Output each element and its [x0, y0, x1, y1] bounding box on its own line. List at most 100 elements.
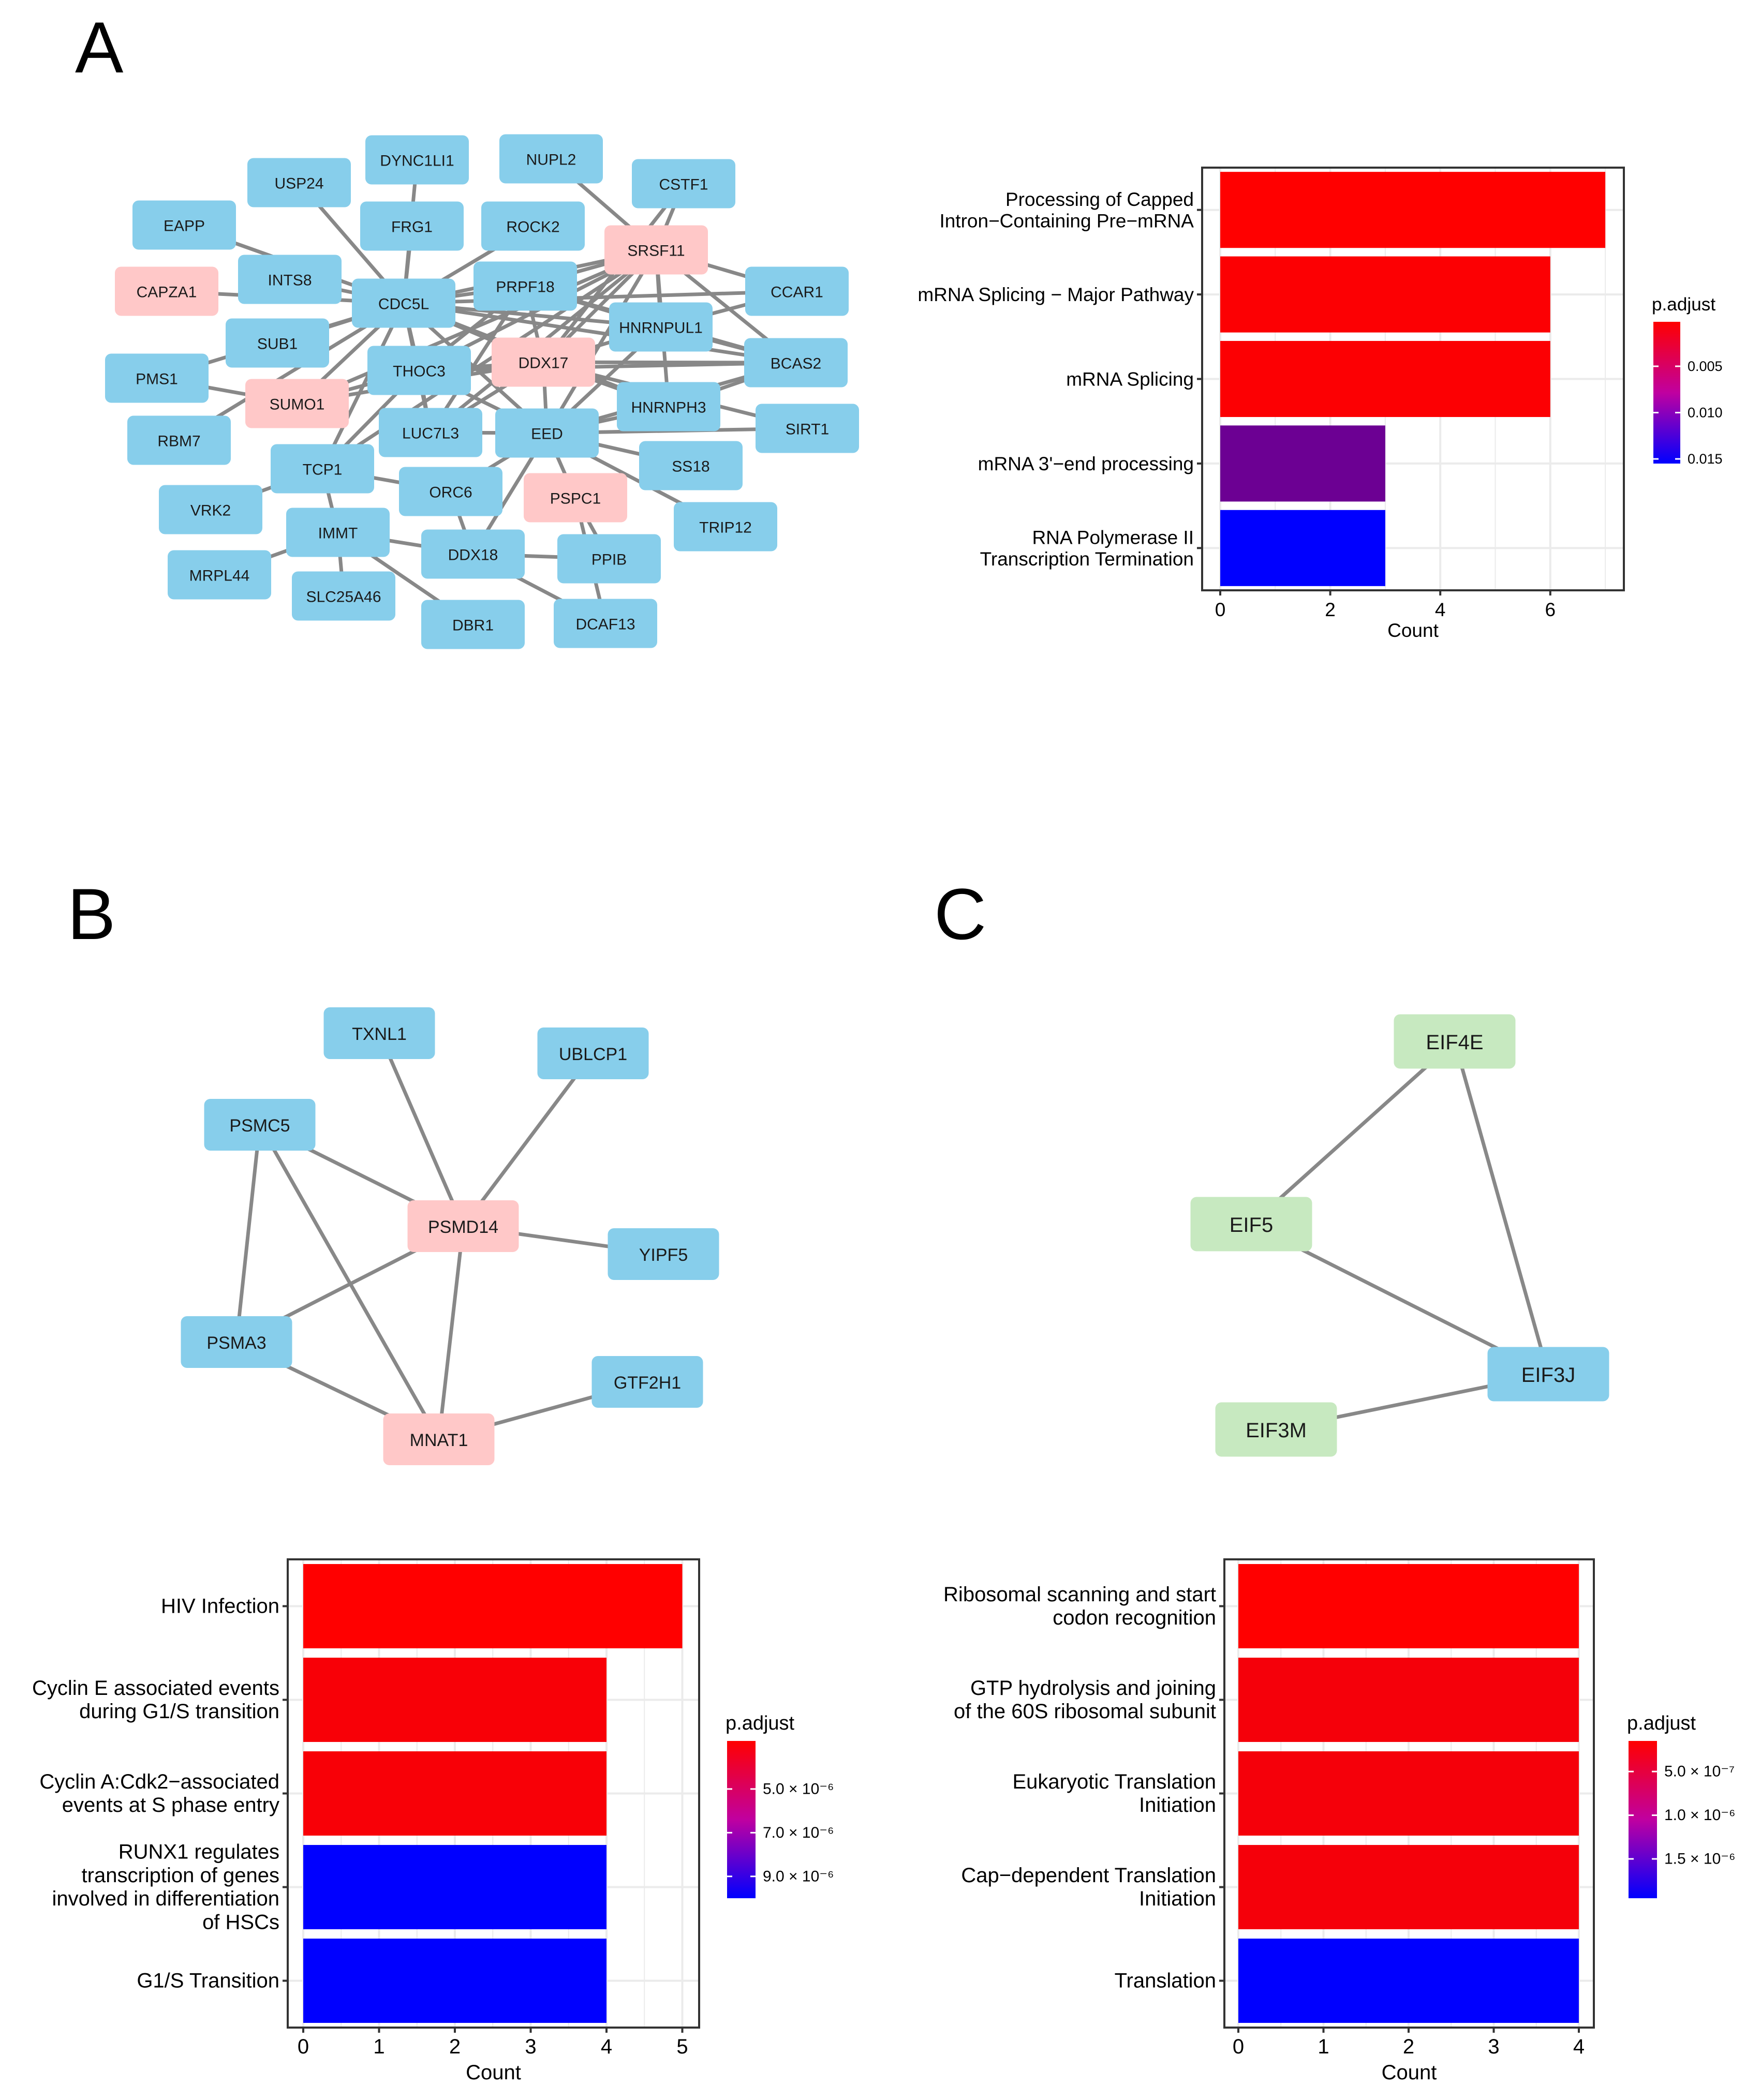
node-eed[interactable]: EED — [495, 408, 599, 458]
node-psmc5[interactable]: PSMC5 — [204, 1099, 316, 1151]
x-tick-label: 1 — [373, 2035, 384, 2058]
node-ddx17[interactable]: DDX17 — [492, 337, 595, 387]
category-label-5: RNA Polymerase II Transcription Terminati… — [980, 527, 1194, 570]
node-ppib[interactable]: PPIB — [557, 534, 661, 584]
node-label: SLC25A46 — [306, 589, 381, 606]
node-orc6[interactable]: ORC6 — [399, 467, 502, 516]
node-box — [756, 404, 859, 453]
node-ublcp1[interactable]: UBLCP1 — [537, 1027, 649, 1079]
node-label: THOC3 — [393, 363, 446, 380]
node-ddx18[interactable]: DDX18 — [421, 529, 525, 579]
node-tcp1[interactable]: TCP1 — [271, 444, 374, 494]
node-srsf11[interactable]: SRSF11 — [604, 225, 708, 275]
node-box — [674, 502, 777, 552]
category-label-1: HIV Infection — [161, 1595, 279, 1618]
node-box — [1394, 1014, 1516, 1069]
network-c: EIF4E EIF5 EIF3J EIF3M — [1190, 1014, 1609, 1457]
node-box — [745, 266, 849, 316]
bar-3 — [1220, 340, 1550, 418]
node-box — [481, 201, 585, 251]
node-label: CDC5L — [378, 296, 429, 313]
node-vrk2[interactable]: VRK2 — [159, 485, 262, 534]
network-a-nodes: DYNC1LI1 NUPL2 USP24 CSTF1 EAPP FRG1 ROCK2 SRSF… — [105, 134, 859, 649]
node-dbr1[interactable]: DBR1 — [421, 600, 525, 649]
node-frg1[interactable]: FRG1 — [360, 201, 464, 251]
node-gtf2h1[interactable]: GTF2H1 — [591, 1356, 703, 1408]
node-yipf5[interactable]: YIPF5 — [608, 1228, 719, 1280]
x-tick-label: 0 — [1233, 2035, 1244, 2058]
category-label-5: Translation — [1115, 1970, 1216, 1992]
node-label: BCAS2 — [771, 355, 821, 373]
node-label: PSPC1 — [550, 490, 601, 508]
node-immt[interactable]: IMMT — [286, 508, 390, 557]
node-ints8[interactable]: INTS8 — [238, 255, 342, 304]
node-trip12[interactable]: TRIP12 — [674, 502, 777, 552]
category-label-2: mRNA Splicing − Major Pathway — [918, 284, 1194, 305]
node-sumo1[interactable]: SUMO1 — [245, 379, 349, 428]
node-box — [474, 261, 577, 311]
node-box — [352, 278, 455, 328]
node-nupl2[interactable]: NUPL2 — [499, 134, 603, 184]
node-rbm7[interactable]: RBM7 — [127, 415, 231, 465]
node-mnat1[interactable]: MNAT1 — [383, 1413, 495, 1465]
node-pms1[interactable]: PMS1 — [105, 353, 209, 403]
node-eif4e[interactable]: EIF4E — [1394, 1014, 1516, 1069]
node-eif3j[interactable]: EIF3J — [1487, 1347, 1609, 1402]
enrichment-chart-c: Ribosomal scanning and start codon recogn… — [943, 1558, 1735, 2084]
node-psma3[interactable]: PSMA3 — [181, 1316, 292, 1368]
node-eif3m[interactable]: EIF3M — [1215, 1402, 1337, 1457]
edge-psmc5-psma3 — [234, 1123, 262, 1344]
node-dync1li1[interactable]: DYNC1LI1 — [365, 135, 469, 185]
node-box — [115, 266, 218, 316]
node-mrpl44[interactable]: MRPL44 — [168, 550, 271, 600]
node-label: DBR1 — [452, 617, 494, 634]
node-psmd14[interactable]: PSMD14 — [407, 1200, 519, 1252]
node-label: INTS8 — [268, 272, 312, 289]
node-slc25a46[interactable]: SLC25A46 — [292, 571, 395, 621]
legend-tick-label: 5.0 × 10⁻⁶ — [763, 1780, 834, 1797]
node-cdc5l[interactable]: CDC5L — [352, 278, 455, 328]
node-label: TRIP12 — [699, 519, 752, 537]
x-tick-label: 6 — [1545, 599, 1556, 620]
bar-4 — [1238, 1845, 1579, 1929]
node-cstf1[interactable]: CSTF1 — [632, 159, 735, 208]
node-dcaf13[interactable]: DCAF13 — [554, 599, 657, 648]
node-box — [360, 201, 464, 251]
node-sirt1[interactable]: SIRT1 — [756, 404, 859, 453]
node-txnl1[interactable]: TXNL1 — [323, 1007, 435, 1059]
node-hnrnph3[interactable]: HNRNPH3 — [617, 382, 720, 431]
node-rock2[interactable]: ROCK2 — [481, 201, 585, 251]
node-label: SS18 — [672, 458, 709, 475]
category-label-3: mRNA Splicing — [1066, 368, 1194, 390]
node-usp24[interactable]: USP24 — [247, 158, 351, 207]
node-box — [292, 571, 395, 621]
node-pspc1[interactable]: PSPC1 — [524, 473, 627, 523]
category-label-5: G1/S Transition — [137, 1970, 279, 1992]
node-box — [609, 302, 713, 352]
node-luc7l3[interactable]: LUC7L3 — [379, 408, 482, 457]
bar-4 — [303, 1845, 606, 1929]
node-label: IMMT — [318, 525, 358, 542]
node-label: PPIB — [591, 552, 627, 569]
node-capza1[interactable]: CAPZA1 — [115, 266, 218, 316]
node-box — [168, 550, 271, 600]
node-box — [1190, 1197, 1312, 1252]
node-label: EIF5 — [1230, 1214, 1273, 1237]
node-thoc3[interactable]: THOC3 — [367, 346, 471, 395]
node-bcas2[interactable]: BCAS2 — [744, 338, 848, 388]
node-hnrnpul1[interactable]: HNRNPUL1 — [609, 302, 713, 352]
node-box — [238, 255, 342, 304]
panel-label-c: C — [934, 873, 986, 955]
node-sub1[interactable]: SUB1 — [226, 318, 329, 368]
x-tick-label: 5 — [676, 2035, 688, 2058]
node-label: SIRT1 — [786, 421, 829, 438]
node-ccar1[interactable]: CCAR1 — [745, 266, 849, 316]
x-tick-label: 4 — [1573, 2035, 1585, 2058]
enrichment-chart-a: Processing of Capped Intron−Containing Pr… — [918, 167, 1723, 641]
node-ss18[interactable]: SS18 — [639, 441, 743, 490]
bar-2 — [1220, 256, 1550, 333]
node-eapp[interactable]: EAPP — [132, 200, 236, 250]
legend-colorbar — [727, 1741, 756, 1898]
node-eif5[interactable]: EIF5 — [1190, 1197, 1312, 1252]
node-prpf18[interactable]: PRPF18 — [474, 261, 577, 311]
